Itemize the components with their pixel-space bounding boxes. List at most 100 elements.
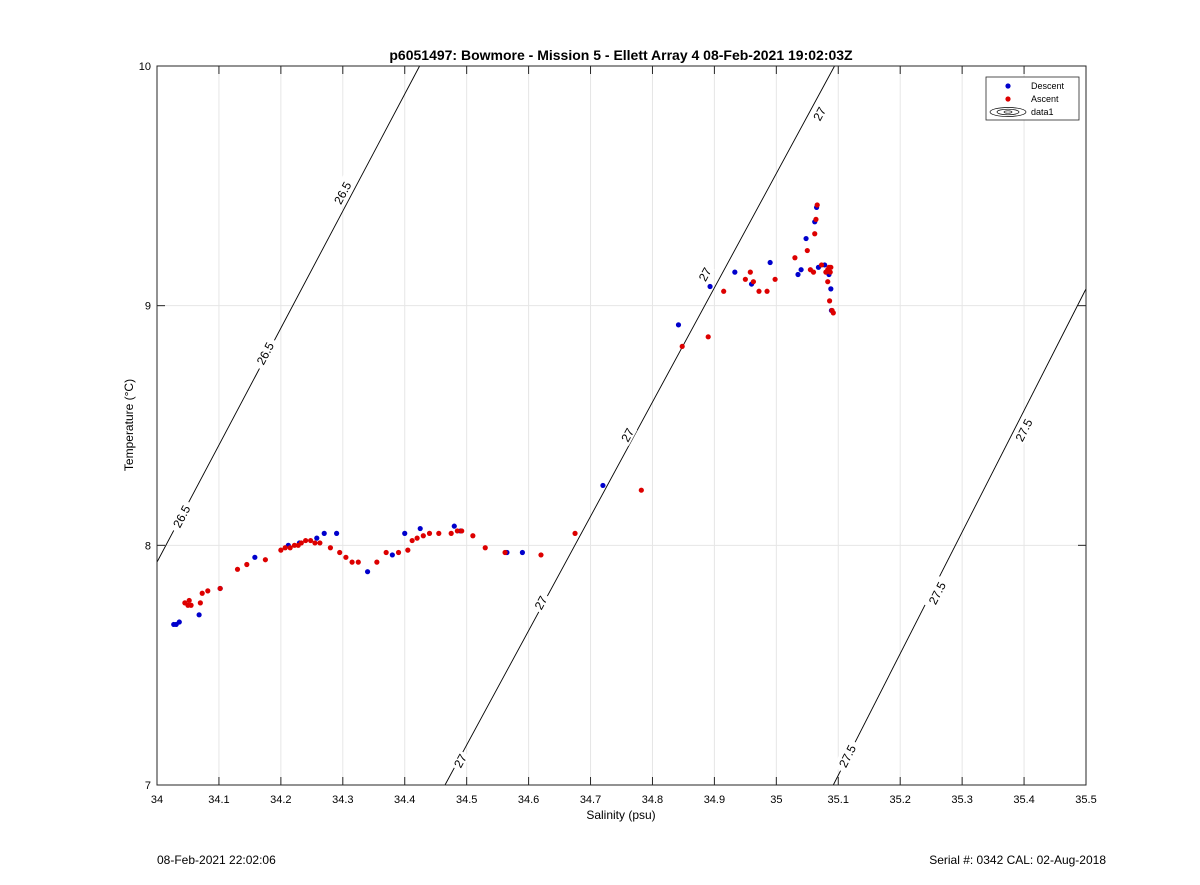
ascent-point: [679, 343, 685, 350]
ascent-point: [454, 528, 460, 534]
chart-title: p6051497: Bowmore - Mission 5 - Ellett A…: [389, 47, 853, 63]
x-tick-label: 35.2: [889, 794, 910, 806]
ascent-point: [813, 216, 819, 222]
ascent-point: [827, 269, 833, 275]
descent-point: [767, 259, 773, 266]
density-contour-27: [444, 65, 835, 786]
descent-point: [803, 235, 809, 242]
contour-label-group: 27: [529, 591, 551, 614]
contour-label-group: 27: [693, 262, 715, 286]
contour-label-group: 27: [808, 102, 830, 125]
contour-label: 27: [451, 752, 470, 771]
ascent-point: [792, 255, 798, 261]
contour-label-backing: [250, 335, 279, 371]
legend-data1-label: data1: [1031, 107, 1054, 117]
ascent-point: [262, 557, 268, 563]
ascent-point: [638, 487, 644, 493]
ascent-point: [772, 276, 778, 282]
x-axis-label: Salinity (psu): [586, 808, 655, 822]
descent-point: [321, 530, 327, 536]
contour-label-group: 27: [616, 423, 638, 446]
ascent-point: [409, 537, 415, 544]
ascent-point: [436, 530, 442, 536]
x-tick-label: 34.6: [518, 794, 539, 806]
ascent-point: [405, 547, 411, 553]
ascent-point: [750, 279, 757, 285]
ascent-point: [830, 310, 836, 316]
x-tick-label: 34.3: [332, 794, 353, 806]
x-tick-label: 34.7: [580, 794, 601, 806]
density-contour-26.5: [156, 65, 420, 563]
ascent-point: [312, 540, 318, 546]
ascent-point: [812, 231, 818, 237]
contour-label: 27: [618, 426, 637, 445]
x-tick-label: 34: [151, 794, 163, 806]
descent-point: [417, 525, 423, 532]
x-tick-label: 35.4: [1013, 794, 1034, 806]
ascent-point: [278, 547, 284, 553]
ascent-point: [349, 559, 355, 565]
y-tick-label: 8: [145, 540, 151, 552]
y-tick-label: 7: [145, 780, 151, 792]
x-tick-label: 34.9: [704, 794, 725, 806]
x-tick-label: 35.1: [828, 794, 849, 806]
ascent-point: [343, 554, 349, 560]
ascent-point: [303, 537, 309, 544]
descent-point: [252, 554, 258, 560]
contour-label-backing: [616, 423, 638, 446]
legend-descent-marker: [1005, 83, 1011, 89]
x-tick-label: 34.1: [208, 794, 229, 806]
ascent-point: [818, 262, 825, 268]
ascent-point: [337, 549, 343, 556]
ascent-point: [420, 533, 426, 539]
legend: Descent Ascent data1: [985, 76, 1080, 121]
x-tick-label: 35.5: [1075, 794, 1096, 806]
ascent-point: [287, 545, 293, 551]
contour-label: 27: [532, 593, 551, 612]
contour-label-backing: [449, 749, 471, 772]
descent-point: [828, 286, 834, 292]
data-points: [171, 202, 836, 628]
contour-label-backing: [1009, 412, 1037, 448]
descent-point: [795, 271, 801, 278]
descent-point: [675, 322, 682, 328]
ascent-point: [188, 602, 194, 608]
x-tick-label: 34.5: [456, 794, 477, 806]
plot-area: [157, 66, 1086, 785]
contour-label-backing: [833, 738, 861, 774]
x-tick-label: 34.2: [270, 794, 291, 806]
descent-point: [314, 535, 320, 541]
ascent-point: [383, 549, 389, 556]
density-contours: [156, 65, 1087, 786]
contour-label-backing: [922, 575, 950, 611]
descent-point: [402, 530, 408, 536]
ascent-point: [756, 288, 762, 294]
contour-label-group: 27: [449, 749, 471, 772]
legend-ascent-label: Ascent: [1031, 94, 1059, 104]
x-tick-label: 34.4: [394, 794, 415, 806]
ascent-point: [244, 561, 250, 568]
density-contour-27.5: [832, 288, 1087, 786]
ascent-point: [234, 566, 241, 572]
ascent-point: [307, 537, 314, 544]
ascent-point: [721, 288, 727, 294]
descent-point: [798, 267, 804, 273]
descent-point: [451, 523, 457, 529]
axis-ticks: 34 34.1 34.2 34.3 34.4 34.5 34.6 34.7 34.8 34.9 35…: [139, 61, 1097, 806]
x-tick-label: 35.3: [951, 794, 972, 806]
ascent-point: [747, 269, 753, 275]
ascent-point: [804, 247, 810, 254]
ascent-point: [502, 549, 508, 556]
legend-contour-icon: [989, 107, 1027, 117]
ascent-point: [282, 545, 288, 551]
ascent-point: [825, 279, 831, 285]
plot-frame: [156, 65, 1087, 786]
y-tick-label: 9: [145, 301, 151, 313]
y-tick-label: 10: [139, 61, 151, 73]
ascent-point: [291, 542, 298, 548]
ascent-point: [317, 540, 323, 546]
ascent-point: [186, 597, 192, 604]
ascent-point: [572, 530, 578, 536]
ascent-point: [764, 288, 770, 294]
